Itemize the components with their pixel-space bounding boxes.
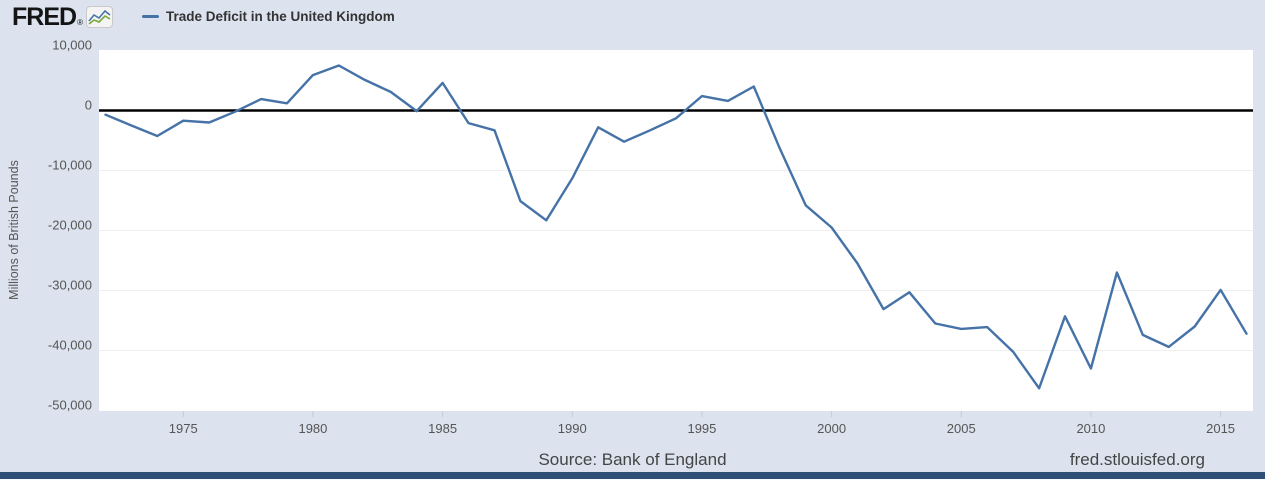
y-tick-label: -40,000 — [47, 337, 92, 352]
fred-site-link[interactable]: fred.stlouisfed.org — [1069, 450, 1205, 469]
chart-footer: Source: Bank of England fred.stlouisfed.… — [0, 447, 1265, 472]
x-tick-label: 1990 — [557, 421, 587, 436]
data-series-line — [104, 64, 1248, 390]
y-tick-label: -10,000 — [47, 157, 92, 172]
y-tick-label: 10,000 — [52, 37, 92, 52]
x-tick-label: 2015 — [1206, 421, 1236, 436]
fred-logo-text: FRED — [12, 3, 77, 31]
x-tick-label: 2010 — [1076, 421, 1106, 436]
y-tick-label: -20,000 — [47, 217, 92, 232]
x-tick-label: 2000 — [817, 421, 847, 436]
source-attribution: Source: Bank of England — [538, 450, 727, 469]
x-tick-label: 1995 — [687, 421, 717, 436]
chart-area: Millions of British Pounds 10,000 0 -10,00… — [7, 37, 1253, 436]
x-tick-label: 1975 — [168, 421, 198, 436]
legend: Trade Deficit in the United Kingdom — [142, 9, 395, 24]
legend-line-swatch — [142, 14, 159, 19]
footer-accent-bar — [0, 472, 1265, 479]
fred-sparkline-icon — [85, 6, 113, 28]
registered-trademark-symbol: ® — [77, 18, 83, 27]
x-tick-label: 1985 — [428, 421, 458, 436]
fred-logo[interactable]: FRED ® — [12, 4, 113, 30]
chart-canvas — [99, 50, 1253, 417]
y-tick-label: -50,000 — [47, 397, 92, 412]
y-tick-label: 0 — [84, 97, 92, 112]
x-tick-label: 2005 — [946, 421, 976, 436]
y-tick-label: -30,000 — [47, 277, 92, 292]
x-tick-label: 1980 — [298, 421, 328, 436]
chart-header: FRED ® Trade Deficit in the United Kingd… — [0, 0, 1265, 34]
legend-series-label: Trade Deficit in the United Kingdom — [166, 9, 395, 24]
